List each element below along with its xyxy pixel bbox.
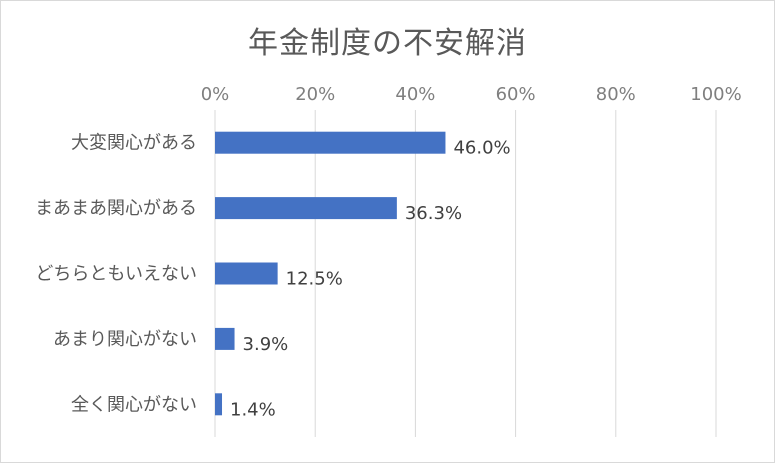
chart-title: 年金制度の不安解消	[248, 26, 527, 61]
category-label: どちらともいえない	[35, 264, 197, 285]
category-label: あまり関心がない	[53, 329, 197, 350]
x-tick-label: 80%	[596, 84, 636, 105]
category-label: 大変関心がある	[71, 133, 197, 154]
x-tick-label: 0%	[201, 84, 230, 105]
x-tick-label: 60%	[496, 84, 536, 105]
bar	[215, 262, 278, 285]
data-label: 36.3%	[405, 203, 462, 224]
category-label: まあまあ関心がある	[35, 198, 197, 219]
x-tick-label: 100%	[690, 84, 741, 105]
x-tick-label: 40%	[395, 84, 435, 105]
data-label: 1.4%	[230, 399, 276, 420]
bar	[215, 393, 223, 416]
category-label: 全く関心がない	[71, 394, 197, 415]
x-tick-label: 20%	[295, 84, 335, 105]
bar	[215, 131, 446, 154]
data-label: 3.9%	[243, 334, 289, 355]
data-label: 12.5%	[286, 269, 343, 290]
bar	[215, 197, 397, 220]
bar	[215, 327, 235, 350]
data-label: 46.0%	[453, 138, 510, 159]
